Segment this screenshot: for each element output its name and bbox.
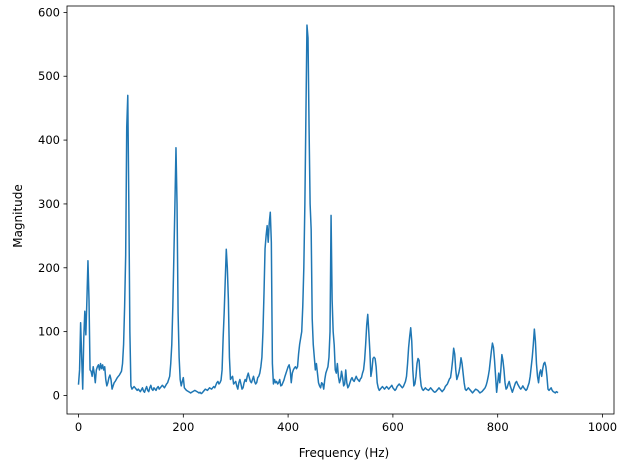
y-axis-ticks: 0 100 200 300 400 500 600 xyxy=(38,5,67,402)
y-tick-label: 300 xyxy=(38,197,60,211)
x-tick-label: 600 xyxy=(382,420,404,434)
plot-frame xyxy=(66,5,615,415)
plot-area xyxy=(66,5,615,415)
x-tick-label: 200 xyxy=(172,420,194,434)
y-tick-label: 600 xyxy=(38,5,60,19)
y-tick-label: 400 xyxy=(38,133,60,147)
series-line-0 xyxy=(77,24,559,395)
y-tick-label: 0 xyxy=(53,388,60,402)
series-layer xyxy=(77,24,559,395)
x-axis-ticks: 0 200 400 600 800 1000 xyxy=(75,414,617,434)
x-tick-label: 0 xyxy=(75,420,82,434)
y-axis-label: Magnitude xyxy=(11,184,25,248)
x-axis-label: Frequency (Hz) xyxy=(299,446,390,460)
x-tick-label: 400 xyxy=(277,420,299,434)
x-tick-label: 1000 xyxy=(588,420,617,434)
y-tick-label: 500 xyxy=(38,69,60,83)
y-tick-label: 100 xyxy=(38,325,60,339)
x-tick-label: 800 xyxy=(487,420,509,434)
y-tick-label: 200 xyxy=(38,261,60,275)
